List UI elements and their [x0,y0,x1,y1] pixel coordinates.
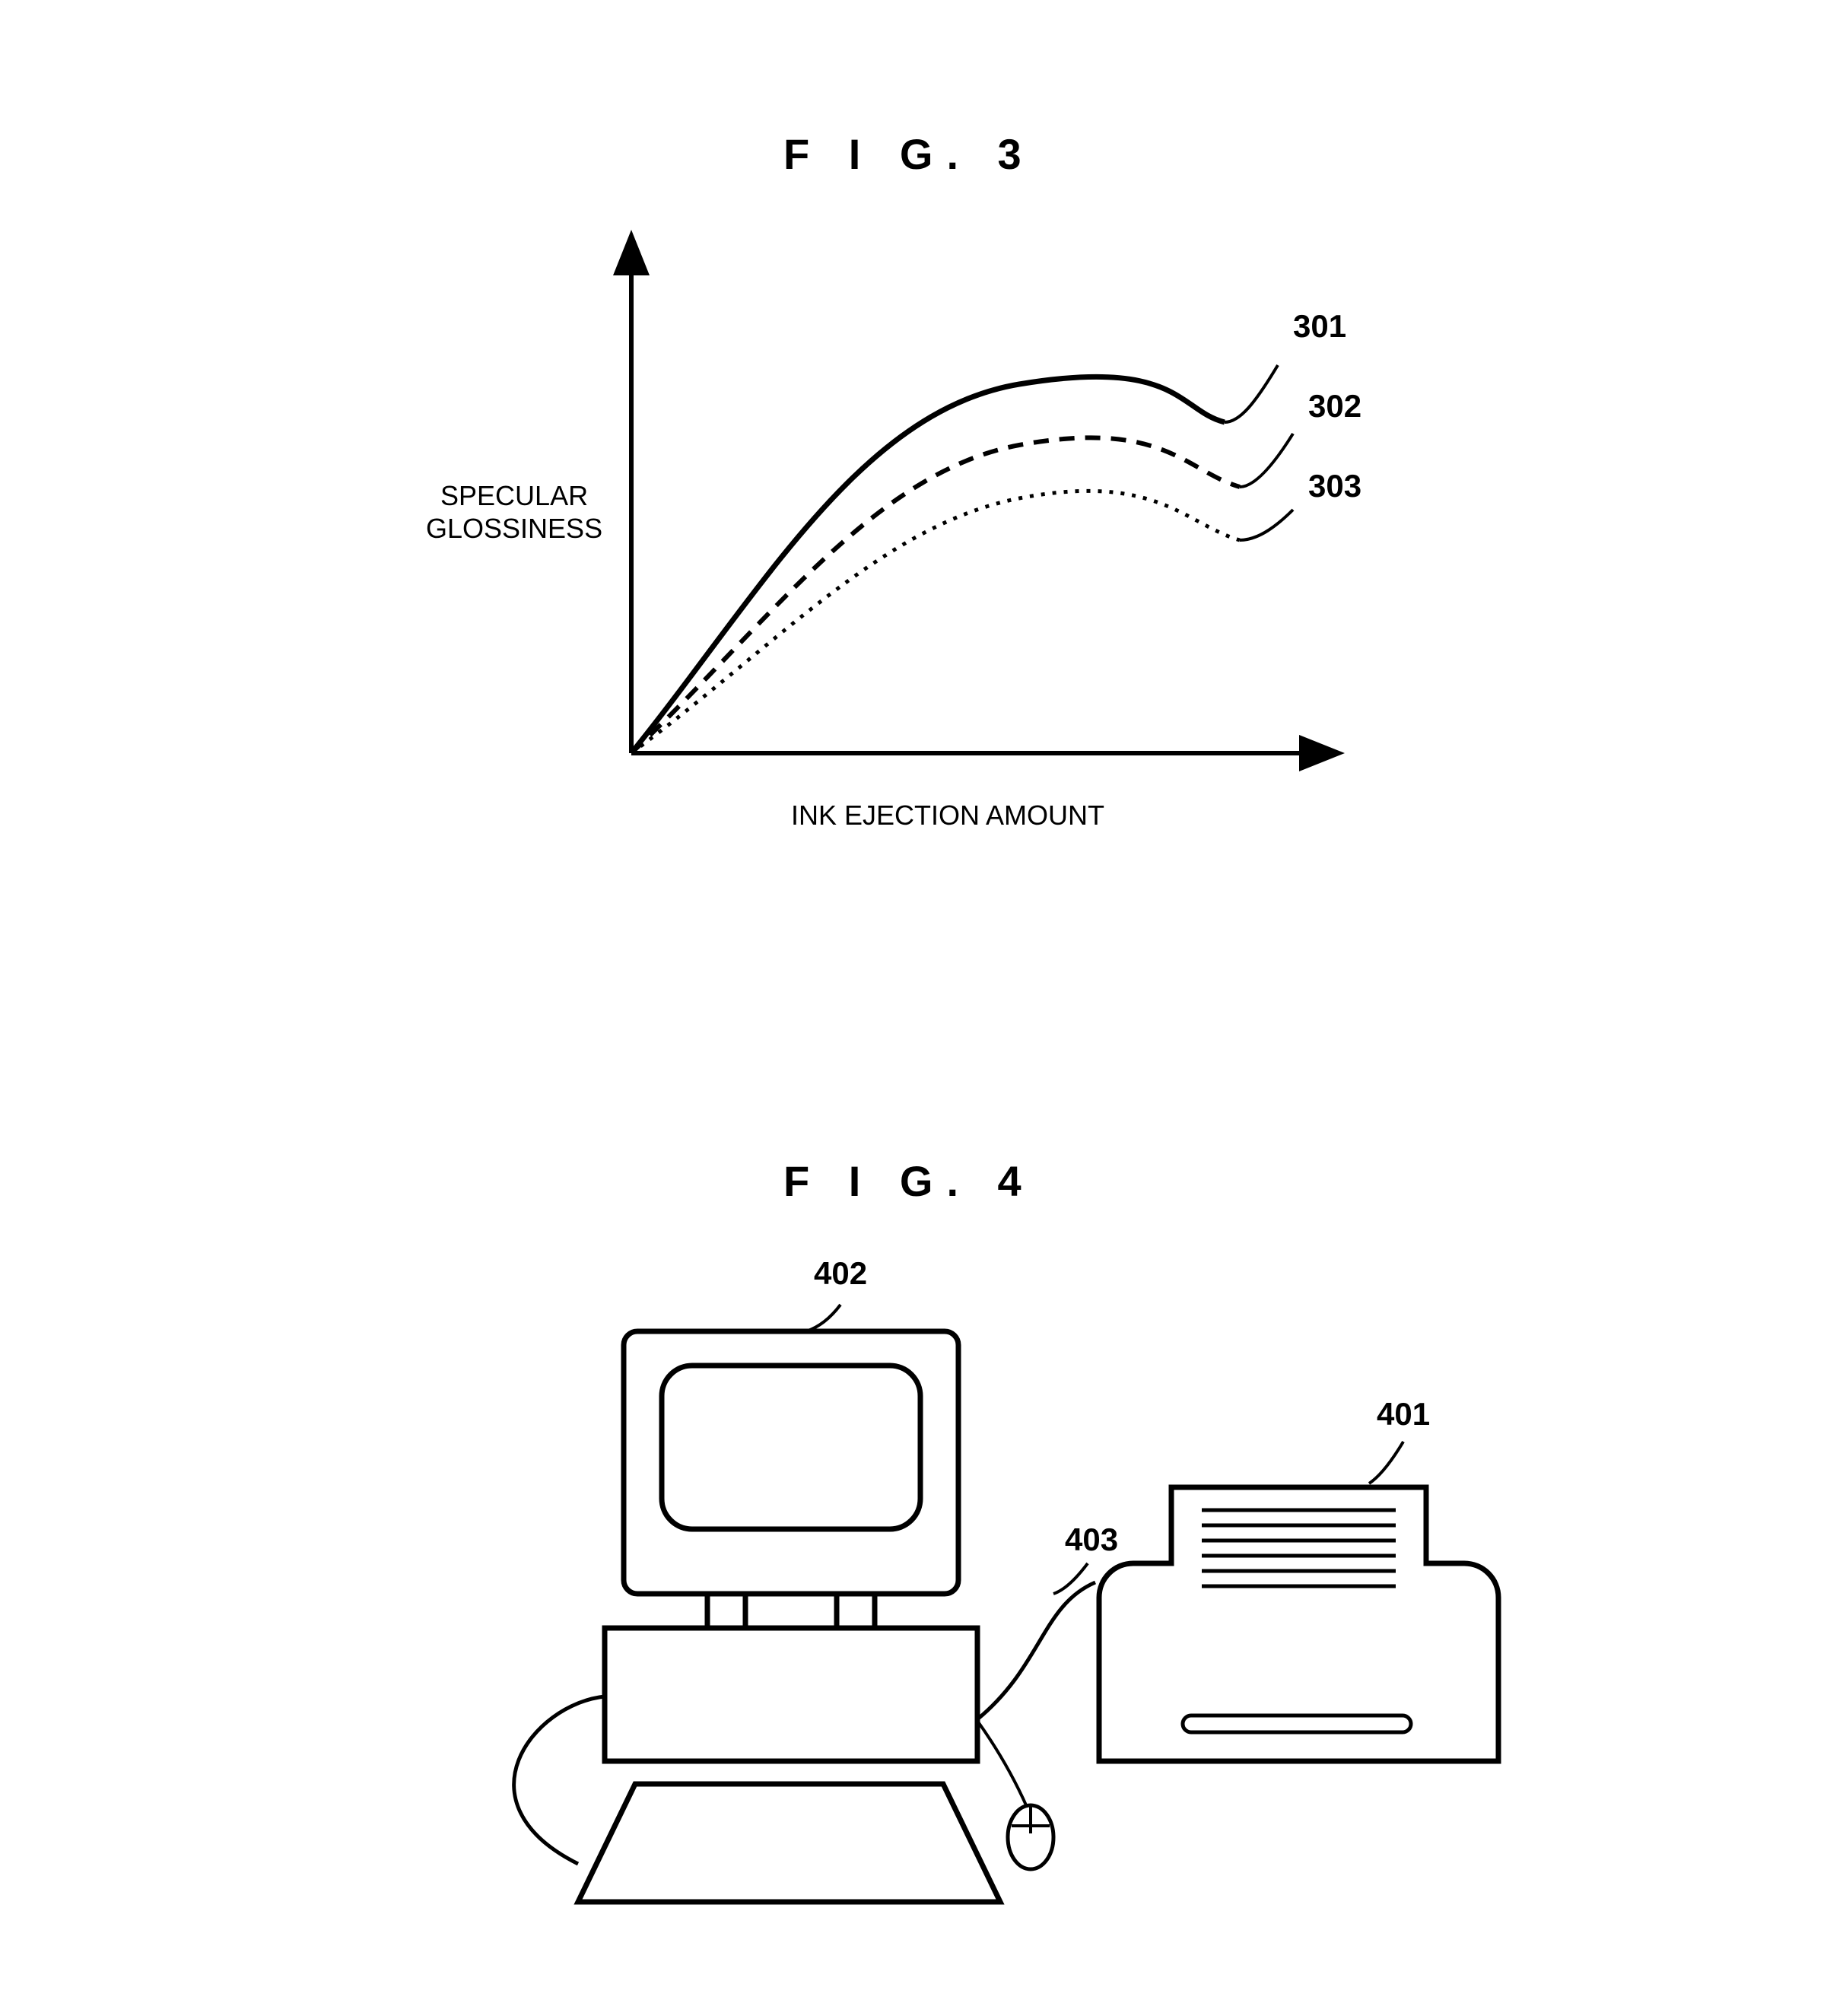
fig3-chart [0,0,1846,913]
fig4-drawing [0,1027,1846,2016]
page: F I G. 3 SPECULAR GLOSSINESS INK EJECTIO… [0,0,1846,2008]
